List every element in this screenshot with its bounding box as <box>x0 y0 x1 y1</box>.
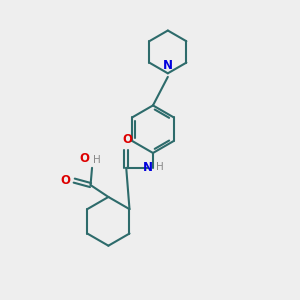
Text: N: N <box>142 161 153 174</box>
Text: H: H <box>93 155 101 166</box>
Text: O: O <box>122 134 132 146</box>
Text: O: O <box>61 173 70 187</box>
Text: N: N <box>163 59 173 72</box>
Text: H: H <box>156 162 164 172</box>
Text: O: O <box>80 152 90 166</box>
